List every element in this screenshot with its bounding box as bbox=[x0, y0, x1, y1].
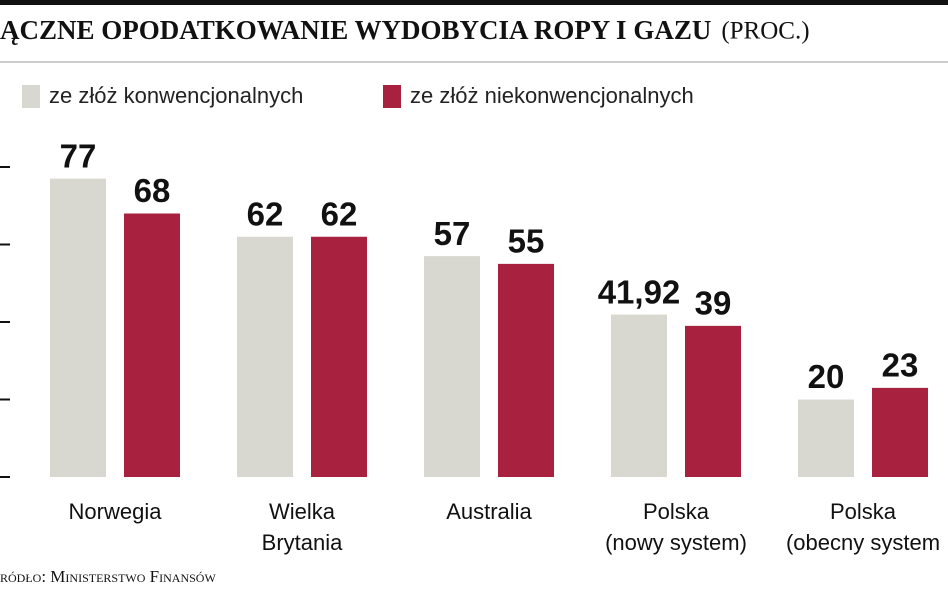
bar bbox=[50, 178, 106, 477]
value-label: 77 bbox=[60, 137, 97, 174]
x-tick-label: Wielka Brytania bbox=[261, 499, 343, 555]
bar bbox=[237, 236, 293, 477]
chart-title: ĄCZNE OPODATKOWANIE WYDOBYCIA ROPY I GAZ… bbox=[0, 15, 711, 45]
value-label: 39 bbox=[695, 285, 732, 322]
bar bbox=[424, 256, 480, 477]
legend-swatch bbox=[22, 85, 40, 108]
bar bbox=[611, 314, 667, 477]
bar bbox=[685, 325, 741, 477]
x-tick-label: Australia bbox=[446, 499, 532, 524]
top-rule bbox=[0, 0, 948, 5]
chart-subtitle: (PROC.) bbox=[721, 18, 809, 45]
value-label: 57 bbox=[434, 215, 471, 252]
value-label: 68 bbox=[134, 172, 171, 209]
x-tick-label: Norwegia bbox=[68, 499, 162, 524]
x-tick-label: Polska (nowy system) bbox=[605, 499, 747, 555]
value-label: 23 bbox=[882, 347, 919, 384]
value-label: 62 bbox=[247, 195, 284, 232]
legend-label: ze złóż niekonwencjonalnych bbox=[410, 83, 694, 108]
bar bbox=[124, 213, 180, 477]
bar bbox=[798, 399, 854, 477]
bar bbox=[872, 387, 928, 477]
legend-swatch bbox=[383, 85, 401, 108]
bar bbox=[498, 263, 554, 477]
value-label: 41,92 bbox=[598, 273, 681, 310]
source: ródło: Ministerstwo Finansów bbox=[0, 567, 216, 586]
value-label: 55 bbox=[508, 223, 545, 260]
value-label: 20 bbox=[808, 358, 845, 395]
bar bbox=[311, 236, 367, 477]
x-tick-label: Polska (obecny system bbox=[785, 499, 941, 555]
value-label: 62 bbox=[321, 195, 358, 232]
legend-label: ze złóż konwencjonalnych bbox=[49, 83, 303, 108]
